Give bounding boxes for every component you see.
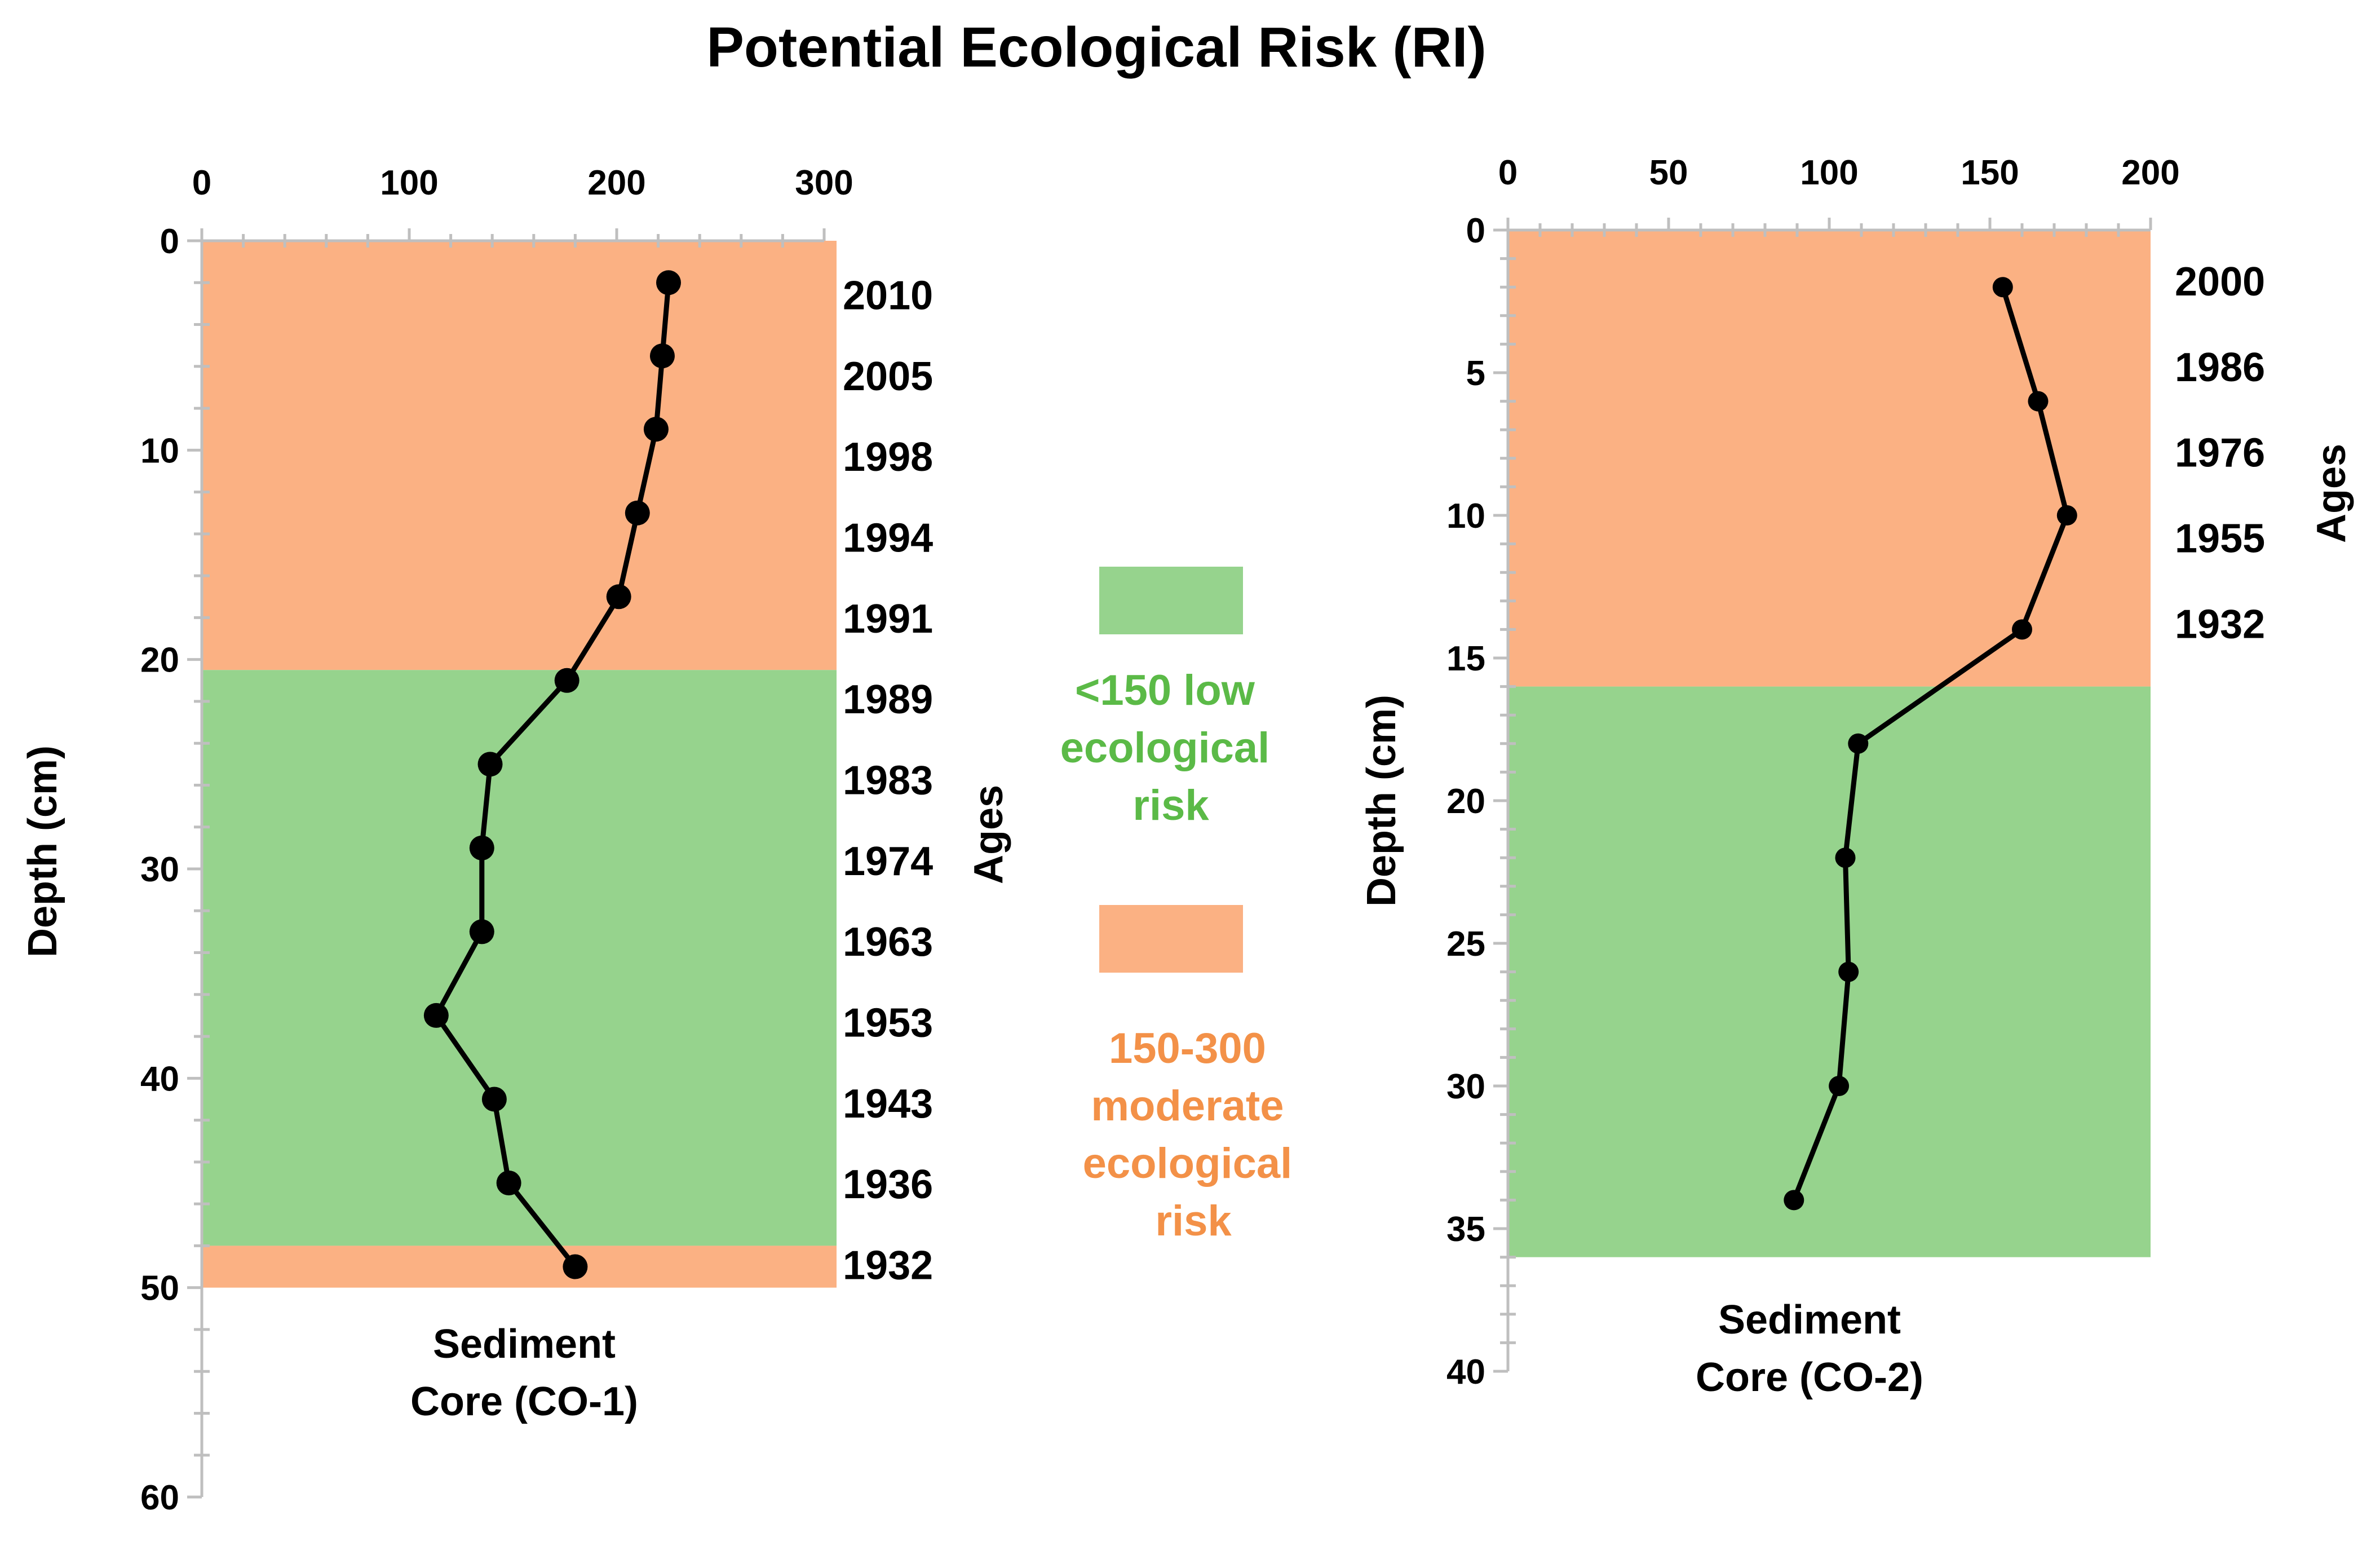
y-tick-label: 0: [160, 222, 179, 261]
data-point: [496, 1171, 521, 1195]
chart-panel-co2: 0 5 10 15 20 25 30 35 40 0 50 100 150 200 2000 1986 1976…: [1359, 153, 2354, 1400]
y-tick-label: 20: [140, 641, 179, 680]
legend-low-line-3: risk: [1133, 781, 1209, 829]
age-label: 1943: [843, 1081, 933, 1127]
y-tick-label: 0: [1466, 211, 1485, 250]
legend-moderate-line-1: 150-300: [1109, 1025, 1266, 1072]
y-tick-label: 30: [140, 850, 179, 889]
x-axis-title-line-2: Core (CO-2): [1696, 1355, 1923, 1400]
y-tick-label: 35: [1446, 1210, 1485, 1249]
data-point: [1848, 733, 1869, 754]
x-axis-title-line-2: Core (CO-1): [410, 1379, 638, 1424]
x-tick-label: 100: [380, 164, 438, 202]
data-point: [2028, 391, 2049, 412]
data-point: [1829, 1076, 1850, 1096]
legend-swatch-low: [1099, 567, 1243, 634]
y-tick-label: 25: [1446, 925, 1485, 964]
age-label: 2000: [2175, 259, 2265, 304]
data-point: [423, 1003, 449, 1028]
risk-band-moderate-0: [202, 241, 837, 670]
data-point: [481, 1087, 507, 1112]
data-point: [625, 500, 650, 526]
y-tick-label: 60: [140, 1478, 179, 1517]
legend-moderate-line-3: ecological: [1083, 1140, 1293, 1187]
data-point: [477, 752, 503, 777]
age-label: 1989: [843, 677, 933, 722]
x-tick-label: 150: [1961, 153, 2019, 192]
data-point: [563, 1254, 588, 1279]
ages-axis-title: Ages: [966, 785, 1011, 884]
risk-band-moderate-0: [1508, 230, 2151, 687]
legend-swatch-moderate: [1099, 905, 1243, 973]
risk-band-low-1: [1508, 686, 2151, 1257]
age-label: 2010: [843, 273, 933, 319]
data-point: [1835, 847, 1856, 868]
age-label: 1991: [843, 597, 933, 642]
x-tick-label: 200: [587, 164, 645, 202]
age-label: 1932: [2175, 602, 2265, 647]
data-point: [554, 668, 579, 693]
chart-title: Potential Ecological Risk (RI): [706, 16, 1487, 79]
x-tick-label: 0: [192, 164, 211, 202]
y-axis-title: Depth (cm): [1359, 695, 1404, 907]
legend-moderate-line-2: moderate: [1091, 1082, 1284, 1130]
risk-band-moderate-2: [202, 1246, 837, 1288]
data-point: [643, 417, 669, 442]
chart-panel-co1: 0 10 20 30 40 50 60 0 100 200 300 2010 2005 1998 1994 1…: [20, 164, 1011, 1517]
data-point: [649, 343, 675, 369]
data-point: [2012, 619, 2032, 640]
age-label: 1976: [2175, 431, 2265, 476]
age-label: 1974: [843, 839, 933, 884]
y-tick-label: 40: [1446, 1353, 1485, 1392]
x-axis-title-line-1: Sediment: [1718, 1297, 1901, 1343]
age-label: 2005: [843, 354, 933, 399]
age-label: 1955: [2175, 516, 2265, 561]
legend-label-low: <150 low ecological risk: [1060, 666, 1282, 829]
x-tick-label: 300: [795, 164, 853, 202]
data-point: [469, 835, 494, 860]
data-point: [1784, 1190, 1804, 1211]
age-label: 1932: [843, 1243, 933, 1288]
y-tick-label: 10: [140, 431, 179, 470]
data-point: [1992, 277, 2013, 298]
y-tick-label: 5: [1466, 354, 1485, 393]
risk-band-low-1: [202, 670, 837, 1246]
age-label: 1994: [843, 516, 933, 561]
data-point: [1838, 961, 1859, 982]
data-point: [469, 919, 494, 944]
x-tick-label: 100: [1800, 153, 1858, 192]
y-axis-title: Depth (cm): [20, 745, 65, 957]
x-tick-label: 200: [2121, 153, 2179, 192]
data-point: [606, 584, 631, 610]
legend-low-line-2: ecological: [1060, 724, 1270, 772]
data-point: [656, 270, 681, 295]
legend-moderate-line-4: risk: [1155, 1197, 1232, 1245]
age-label: 1953: [843, 1001, 933, 1046]
age-label: 1983: [843, 758, 933, 803]
y-tick-label: 15: [1446, 639, 1485, 678]
ages-axis-title: Ages: [2309, 444, 2354, 543]
data-point: [2056, 505, 2077, 526]
age-label: 1986: [2175, 345, 2265, 390]
y-tick-label: 50: [140, 1269, 179, 1308]
x-tick-label: 50: [1649, 153, 1688, 192]
x-axis-title-line-1: Sediment: [433, 1322, 616, 1367]
age-label: 1998: [843, 435, 933, 480]
x-tick-label: 0: [1498, 153, 1518, 192]
y-tick-label: 20: [1446, 782, 1485, 821]
age-label: 1963: [843, 920, 933, 965]
y-tick-label: 10: [1446, 497, 1485, 536]
y-tick-label: 30: [1446, 1067, 1485, 1106]
age-label: 1936: [843, 1162, 933, 1207]
legend-low-line-1: <150 low: [1075, 666, 1255, 714]
legend-label-moderate: 150-300 moderate ecological risk: [1083, 1025, 1304, 1245]
y-tick-label: 40: [140, 1059, 179, 1098]
